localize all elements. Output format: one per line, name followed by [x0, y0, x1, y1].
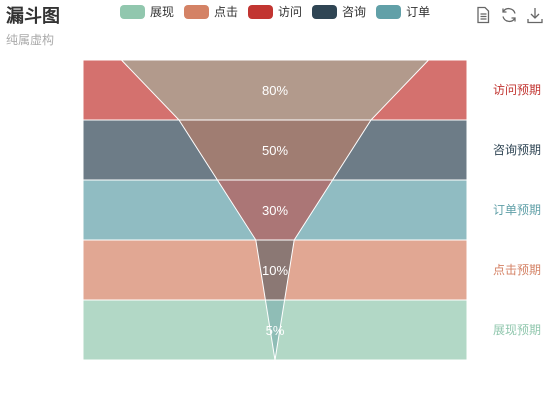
actual-data-label: 30%: [262, 203, 288, 218]
legend-item-展现[interactable]: 展现: [120, 3, 174, 20]
restore-icon[interactable]: [500, 6, 518, 24]
legend-label: 咨询: [342, 5, 367, 19]
legend-swatch: [312, 4, 338, 19]
legend-label: 展现: [150, 5, 175, 19]
legend-swatch: [120, 4, 145, 19]
legend-item-订单[interactable]: 订单: [376, 3, 430, 20]
actual-data-label: 80%: [262, 83, 288, 98]
expected-label: 点击预期: [493, 263, 541, 277]
expected-label: 咨询预期: [493, 142, 541, 157]
legend-label: 订单: [406, 5, 431, 19]
legend: 展现 点击 访问 咨询 订单: [120, 3, 430, 20]
save-as-image-icon[interactable]: [526, 6, 544, 24]
expected-label: 访问预期: [493, 83, 541, 97]
legend-item-访问[interactable]: 访问: [248, 3, 302, 20]
actual-segment: [264, 299, 286, 361]
data-view-icon[interactable]: [474, 6, 492, 24]
legend-item-咨询[interactable]: 咨询: [312, 3, 366, 20]
legend-label: 访问: [278, 5, 303, 19]
chart-title: 漏斗图: [6, 6, 60, 26]
legend-swatch: [184, 4, 210, 19]
legend-swatch: [376, 4, 402, 19]
actual-data-label: 10%: [262, 263, 288, 278]
legend-item-点击[interactable]: 点击: [184, 3, 238, 20]
expected-label: 展现预期: [493, 323, 541, 337]
chart-subtitle: 纯属虚构: [6, 33, 55, 47]
expected-label: 订单预期: [493, 203, 541, 217]
legend-swatch: [248, 4, 274, 19]
actual-data-label: 5%: [266, 323, 285, 338]
toolbox: [474, 6, 544, 24]
legend-label: 点击: [214, 5, 239, 19]
actual-data-label: 50%: [262, 143, 288, 158]
